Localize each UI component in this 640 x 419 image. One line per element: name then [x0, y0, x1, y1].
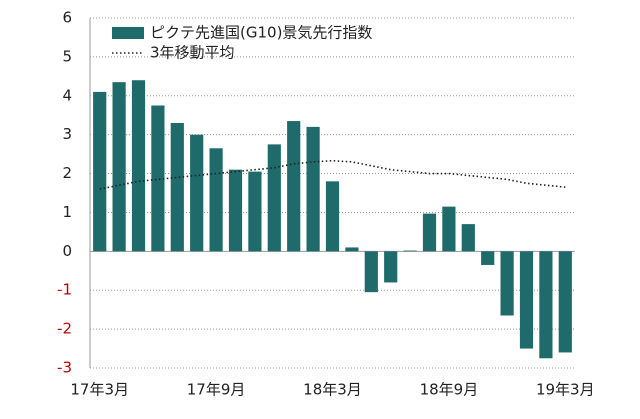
bar [248, 171, 262, 252]
legend-label: ピクテ先進国(G10)景気先行指数 [150, 24, 372, 42]
bar [558, 251, 572, 353]
bar [345, 247, 359, 252]
y-tick-label: 4 [62, 86, 72, 104]
bar [131, 80, 146, 252]
y-tick-label: 3 [62, 125, 72, 143]
bar [151, 105, 165, 252]
y-tick-label: 2 [62, 164, 72, 182]
y-tick-label: 1 [62, 203, 72, 221]
y-tick-label: -2 [57, 320, 72, 338]
legend-swatch [112, 27, 144, 39]
y-tick-label: -3 [57, 359, 72, 377]
x-tick-label: 18年3月 [303, 381, 362, 399]
bar [539, 251, 553, 359]
bar [384, 251, 398, 283]
y-tick-label: 6 [62, 9, 72, 27]
bar [519, 251, 534, 349]
x-tick-label: 19年3月 [536, 381, 595, 399]
bar [287, 121, 301, 252]
y-tick-label: 5 [62, 47, 72, 65]
x-tick-label: 18年9月 [420, 381, 479, 399]
bar [190, 134, 204, 252]
bar [112, 82, 126, 252]
bar [170, 123, 184, 252]
bar [209, 148, 223, 252]
bar [306, 126, 320, 252]
y-tick-label: 0 [62, 242, 72, 260]
bar [481, 251, 495, 265]
bar [500, 251, 514, 316]
legend-label: 3年移動平均 [150, 44, 235, 62]
x-tick-label: 17年9月 [187, 381, 246, 399]
bar [403, 250, 417, 252]
bar [422, 213, 437, 252]
bar [442, 206, 456, 252]
bar [93, 91, 107, 252]
x-tick-label: 17年3月 [70, 381, 129, 399]
bar [267, 144, 281, 252]
y-tick-label: -1 [57, 281, 72, 299]
bar [325, 181, 340, 252]
bar [461, 224, 475, 252]
bar [364, 251, 378, 293]
bar [228, 169, 243, 252]
